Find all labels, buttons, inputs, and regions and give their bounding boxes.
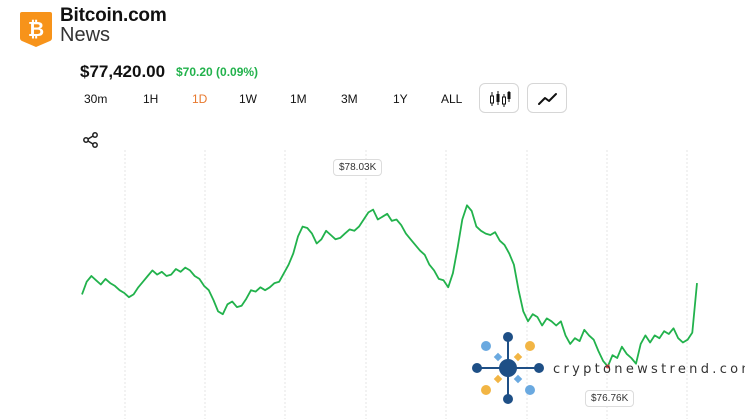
line-chart-button[interactable] <box>527 83 567 113</box>
brand[interactable]: Bitcoin.com News <box>60 6 167 45</box>
tab-1y[interactable]: 1Y <box>393 92 408 106</box>
price-series-line <box>81 204 698 368</box>
brand-name: Bitcoin.com <box>60 5 167 26</box>
line-chart-icon <box>538 93 557 105</box>
low-price-label: $76.76K <box>585 390 635 407</box>
low-point-marker <box>605 364 610 369</box>
high-price-label: $78.03K <box>333 159 383 176</box>
logo-badge <box>20 12 52 47</box>
price-change: $70.20 (0.09%) <box>176 65 259 79</box>
candlestick-icon <box>490 91 511 107</box>
network-logo-icon <box>472 332 544 404</box>
chart-gridlines <box>124 150 688 419</box>
bitcoin-logo-icon: ₿ <box>20 12 52 47</box>
watermark-text: cryptonewstrend.com <box>553 362 745 377</box>
share-icon[interactable] <box>82 131 100 149</box>
brand-sub: News <box>60 24 111 46</box>
candlestick-button[interactable] <box>479 83 519 113</box>
tab-3m[interactable]: 3M <box>341 92 358 106</box>
tab-1m[interactable]: 1M <box>290 92 307 106</box>
tab-all[interactable]: ALL <box>441 92 463 106</box>
tab-1d[interactable]: 1D <box>192 92 208 106</box>
tab-1h[interactable]: 1H <box>143 92 159 106</box>
tab-30m[interactable]: 30m <box>84 92 108 106</box>
price-chart[interactable] <box>0 150 745 419</box>
tab-1w[interactable]: 1W <box>239 92 257 106</box>
current-price: $77,420.00 <box>80 62 166 81</box>
bitcoin-symbol: ₿ <box>28 19 44 41</box>
